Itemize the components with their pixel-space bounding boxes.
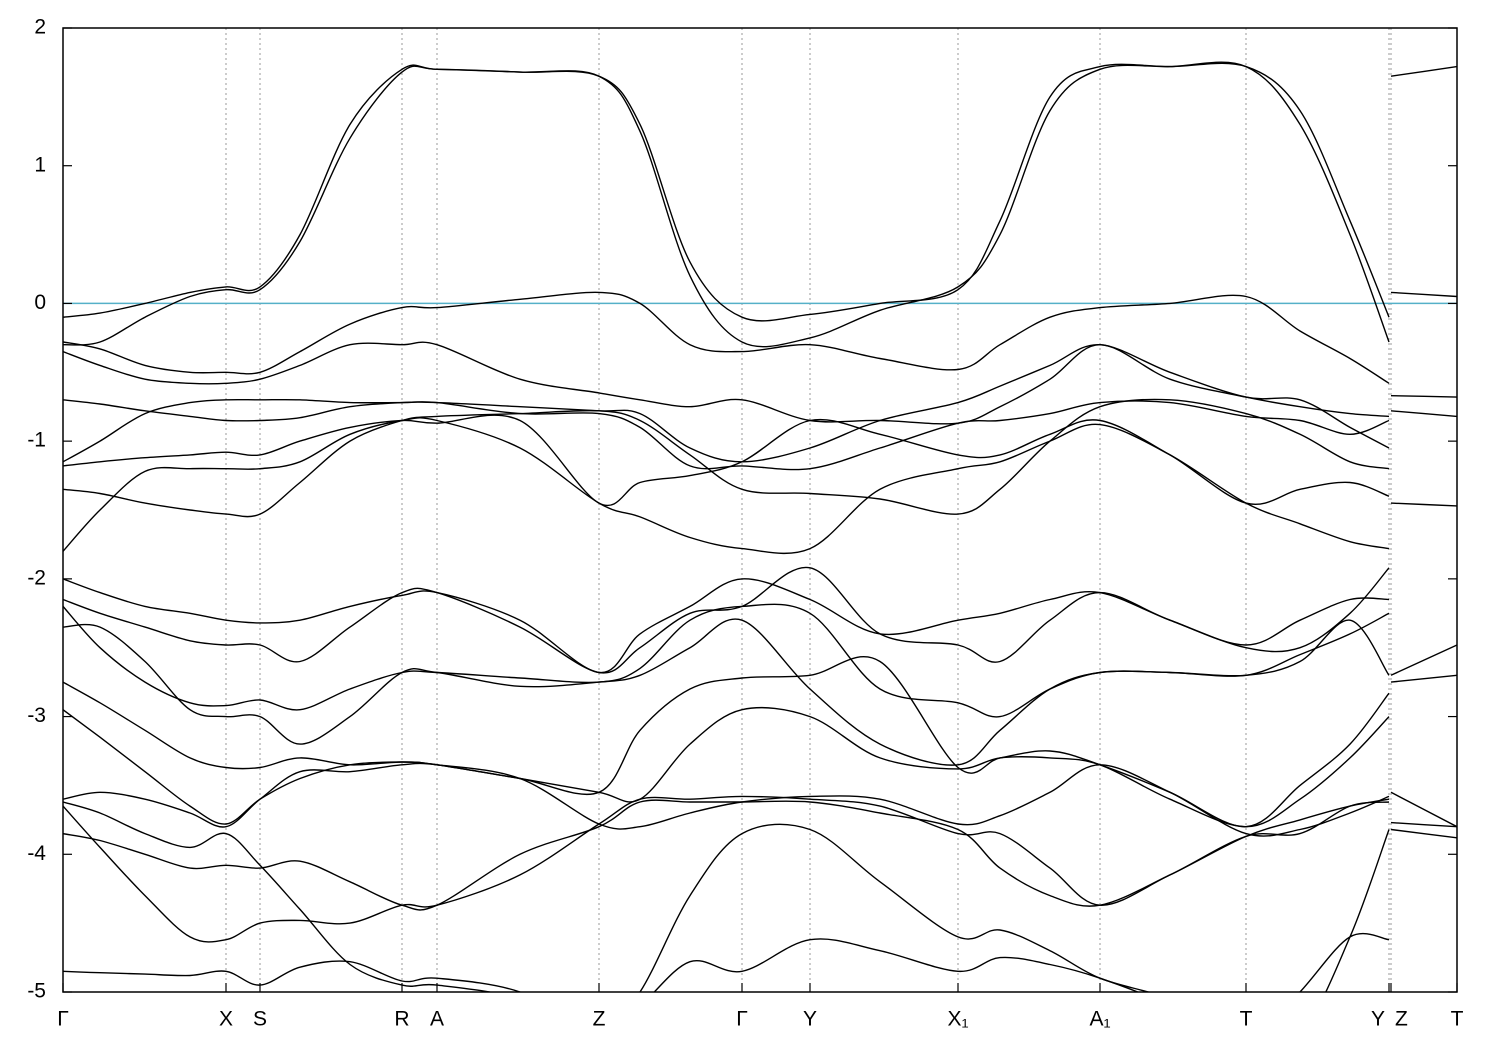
- band-line: [63, 795, 1390, 943]
- y-tick-label: 0: [34, 291, 46, 314]
- y-tick-label: 2: [34, 16, 46, 39]
- band-line: [63, 618, 1390, 766]
- band-line: [63, 762, 1390, 837]
- x-tick-label: S: [253, 1008, 267, 1031]
- x-tick-label: Γ: [736, 1008, 748, 1031]
- y-tick-label: -1: [27, 429, 46, 452]
- grid-layer: [225, 28, 1392, 992]
- band-line: [63, 706, 1457, 828]
- x-tick-label: Y: [803, 1008, 817, 1031]
- y-tick-label: -3: [27, 704, 46, 727]
- band-line: [63, 291, 1457, 398]
- band-line: [63, 61, 1457, 348]
- band-line: [63, 398, 1390, 471]
- x-tick-label: A: [430, 1008, 444, 1031]
- band-line: [63, 932, 1390, 992]
- x-tick-label: T: [1451, 1008, 1464, 1031]
- band-line: [63, 566, 1457, 683]
- y-tick-label: -4: [27, 842, 46, 865]
- band-line: [63, 799, 1457, 911]
- x-tick-label: Γ: [57, 1008, 69, 1031]
- band-line: [63, 398, 1390, 518]
- y-tick-label: -2: [27, 566, 46, 589]
- curve-layer: [63, 61, 1457, 992]
- band-line: [63, 801, 1390, 992]
- x-tick-label: X₁: [947, 1008, 968, 1031]
- x-tick-label: X: [219, 1008, 233, 1031]
- y-tick-label: -5: [27, 980, 46, 1003]
- x-tick-label: R: [394, 1008, 409, 1031]
- plot-frame: [62, 27, 1458, 993]
- band-line: [63, 62, 1457, 322]
- band-line: [63, 567, 1457, 676]
- band-line: [63, 341, 1457, 425]
- x-tick-label: A₁: [1089, 1008, 1110, 1031]
- y-tick-label: 1: [34, 153, 46, 176]
- band-line: [63, 417, 1390, 555]
- x-tick-label: T: [1240, 1008, 1253, 1031]
- x-tick-label: Y: [1371, 1008, 1385, 1031]
- x-tick-label: Z: [1395, 1008, 1408, 1031]
- x-tick-label: Z: [593, 1008, 606, 1031]
- band-line: [63, 343, 1457, 507]
